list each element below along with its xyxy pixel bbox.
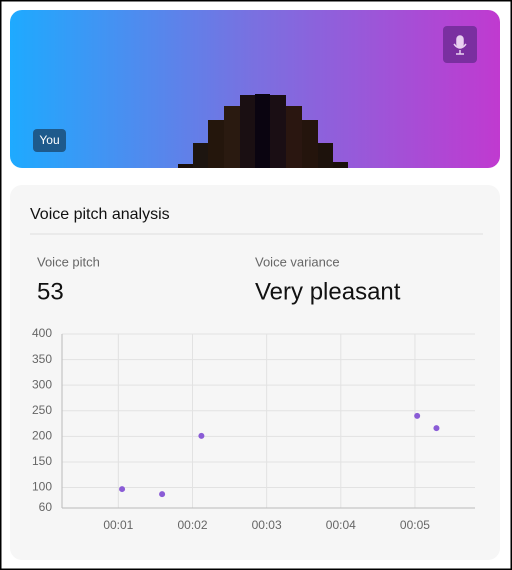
x-tick-label: 00:03	[252, 518, 282, 532]
point	[414, 412, 421, 419]
y-tick-label: 100	[32, 480, 52, 494]
y-tick-label: 150	[32, 454, 52, 468]
badge-text: You	[39, 133, 59, 147]
x-tick-label: 00:04	[326, 518, 356, 532]
x-tick-label: 00:02	[177, 518, 207, 532]
you-badge	[33, 129, 66, 152]
y-tick-label: 300	[32, 377, 52, 391]
x-tick-label: 00:01	[103, 518, 133, 532]
y-tick-label: 400	[32, 326, 52, 340]
stat-value: 53	[37, 278, 64, 305]
point	[433, 425, 440, 432]
stat-label: Voice pitch	[37, 254, 100, 269]
y-tick-label: 350	[32, 352, 52, 366]
stat-value: Very pleasant	[255, 278, 401, 305]
point	[159, 491, 166, 498]
video-card	[10, 10, 500, 168]
panel-title: Voice pitch analysis	[30, 206, 170, 223]
mic-icon	[453, 35, 467, 55]
x-tick-label: 00:05	[400, 518, 430, 532]
stat-label: Voice variance	[255, 254, 340, 269]
point	[198, 432, 205, 439]
y-tick-label: 200	[32, 429, 52, 443]
y-tick-label: 60	[39, 500, 53, 514]
analysis-panel	[10, 185, 500, 560]
pitch-chart: 60 100 150 200 250 300 350 400 00:01 00:02 00:03 00…	[32, 326, 475, 532]
audio-visualizer	[178, 94, 348, 168]
point	[119, 486, 126, 493]
y-tick-label: 250	[32, 403, 52, 417]
